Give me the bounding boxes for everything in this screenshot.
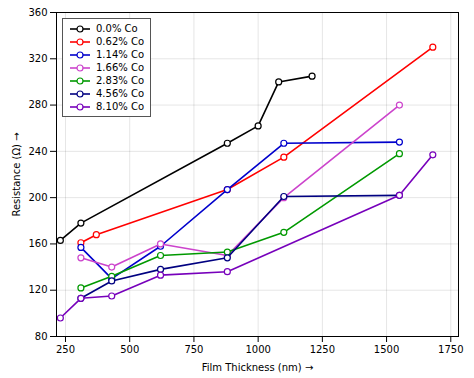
svg-text:1000: 1000: [245, 344, 270, 355]
html-text:1.66% Co: 1.66% Co: [96, 62, 144, 73]
svg-text:1750: 1750: [438, 344, 463, 355]
html-text:8.10% Co: 8.10% Co: [96, 101, 144, 112]
html-text:4.56% Co: 4.56% Co: [96, 88, 144, 99]
svg-text:750: 750: [184, 344, 203, 355]
html-text:2.83% Co: 2.83% Co: [96, 75, 144, 86]
svg-text:320: 320: [28, 53, 47, 64]
svg-text:280: 280: [28, 99, 47, 110]
svg-text:500: 500: [120, 344, 139, 355]
svg-text:250: 250: [56, 344, 75, 355]
svg-text:240: 240: [28, 146, 47, 157]
svg-text:1250: 1250: [310, 344, 335, 355]
svg-text:120: 120: [28, 284, 47, 295]
svg-text:200: 200: [28, 192, 47, 203]
svg-text:1500: 1500: [374, 344, 399, 355]
svg-text:Film Thickness (nm) →: Film Thickness (nm) →: [202, 362, 314, 373]
html-text:0.62% Co: 0.62% Co: [96, 36, 144, 47]
html-text:0.0% Co: 0.0% Co: [96, 23, 138, 34]
svg-text:80: 80: [35, 331, 48, 342]
svg-text:160: 160: [28, 238, 47, 249]
html-text:1.14% Co: 1.14% Co: [96, 49, 144, 60]
svg-text:360: 360: [28, 7, 47, 18]
svg-text:Resistance (Ω) →: Resistance (Ω) →: [11, 132, 22, 216]
